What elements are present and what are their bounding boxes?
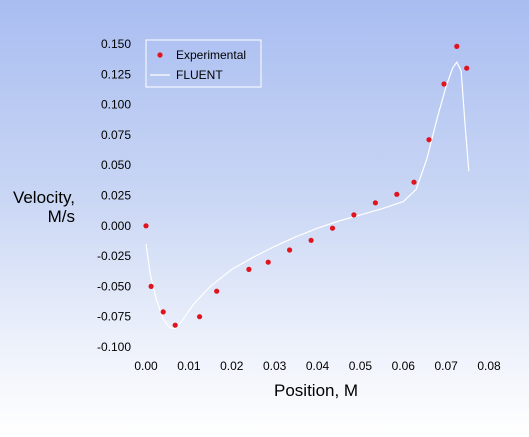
y-axis-ticks: -0.100 -0.075 -0.050 -0.025 0.000 0.025 0.050 0… [97,37,131,354]
x-tick-label: 0.07 [434,359,458,373]
y-tick-label: 0.000 [101,219,131,233]
legend-box [145,39,262,88]
x-tick-label: 0.03 [263,359,287,373]
series-layer [143,43,470,330]
data-point-experimental [394,191,400,197]
y-tick-label: 0.075 [101,128,131,142]
y-tick-label: 0.050 [101,158,131,172]
x-tick-label: 0.01 [177,359,201,373]
data-point-experimental [160,309,166,315]
y-tick-label: 0.150 [101,37,131,51]
x-tick-label: 0.05 [349,359,373,373]
data-point-experimental [172,322,178,328]
y-tick-label: -0.050 [97,279,131,293]
x-axis-ticks: 0.00 0.01 0.02 0.03 0.04 0.05 0.06 0.07 0.08 [134,359,501,373]
x-tick-label: 0.08 [477,359,501,373]
data-point-experimental [329,225,336,231]
data-point-experimental [246,266,252,272]
y-tick-label: 0.125 [101,67,131,81]
y-axis-title-line-2: M/s [48,207,75,226]
data-point-experimental [287,247,293,253]
legend-marker-experimental [157,52,163,58]
data-point-experimental [454,43,460,50]
y-tick-label: -0.100 [97,340,131,354]
data-point-experimental [265,259,271,265]
x-tick-label: 0.00 [134,359,158,373]
data-point-experimental [426,137,432,143]
data-point-experimental [464,65,470,71]
series-line-fluent [145,61,470,330]
x-axis-title: Position, M [274,381,358,400]
y-axis-title-line-1: Velocity, [13,188,75,207]
data-point-experimental [308,237,314,243]
data-point-experimental [143,223,149,229]
x-tick-label: 0.06 [392,359,416,373]
x-tick-label: 0.02 [220,359,244,373]
data-point-experimental [214,288,220,294]
y-tick-label: -0.075 [97,310,131,324]
data-point-experimental [441,81,447,87]
data-point-experimental [351,212,357,218]
data-point-experimental [411,179,417,185]
data-point-experimental [148,283,154,289]
legend: Experimental FLUENT [145,39,262,88]
legend-label-experimental: Experimental [176,48,246,62]
legend-label-fluent: FLUENT [176,68,223,82]
x-tick-label: 0.04 [306,359,330,373]
data-point-experimental [197,314,203,320]
data-point-experimental [372,200,378,206]
y-tick-label: -0.025 [97,249,131,263]
y-tick-label: 0.025 [101,189,131,203]
y-tick-label: 0.100 [101,98,131,112]
